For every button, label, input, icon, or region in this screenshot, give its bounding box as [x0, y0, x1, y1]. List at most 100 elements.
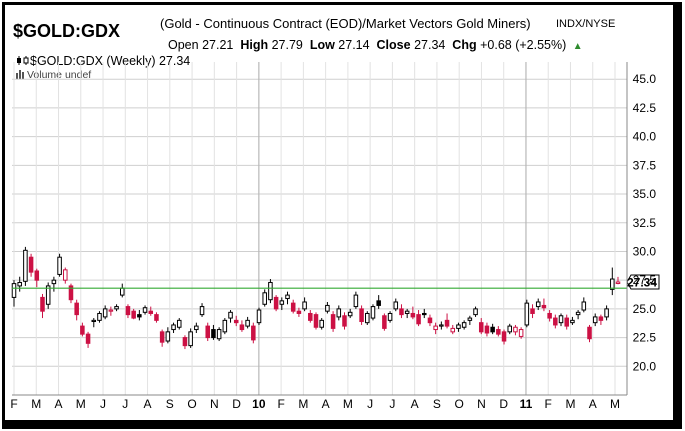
candle [501, 329, 507, 345]
candle-body [279, 300, 285, 305]
candle-body [404, 310, 410, 314]
change-label: Chg [452, 38, 477, 52]
y-tick-label: 30.0 [633, 244, 657, 258]
candle [370, 304, 376, 321]
candle-body [598, 316, 604, 321]
candle [171, 322, 176, 333]
candle [97, 311, 102, 323]
candle-body [68, 285, 74, 301]
x-tick-label: O [187, 397, 196, 411]
candle [570, 316, 575, 325]
candle [68, 283, 74, 304]
high-value: 27.79 [271, 38, 303, 52]
candle [478, 318, 484, 335]
candle [518, 327, 524, 339]
y-tick-label: 20.0 [633, 359, 657, 373]
x-tick-label: A [144, 397, 152, 411]
candle [285, 291, 290, 305]
x-tick-label: O [455, 397, 464, 411]
x-tick-label: M [76, 397, 86, 411]
y-tick-label: 40.0 [633, 130, 657, 144]
candle-body [239, 324, 245, 331]
candle-body [11, 283, 17, 298]
candle-body [51, 279, 57, 285]
exchange-label: INDX/NYSE [556, 18, 616, 30]
candle-body [74, 302, 79, 316]
candle-body [108, 309, 114, 312]
low-label: Low [309, 38, 335, 52]
candle [558, 313, 564, 327]
candle-body [119, 287, 125, 296]
candle-body [416, 314, 421, 325]
x-tick-label: J [367, 397, 373, 411]
candle-body [444, 319, 450, 327]
candle [17, 276, 22, 292]
candle [359, 305, 364, 325]
candle-body [610, 278, 615, 290]
candle [439, 321, 444, 330]
candle-body [570, 319, 575, 324]
candle [137, 310, 142, 321]
candle [376, 295, 381, 309]
candle [575, 310, 581, 320]
candle [393, 298, 399, 312]
candle [34, 268, 40, 288]
candle [473, 306, 478, 317]
candle [490, 323, 495, 335]
candle [399, 304, 404, 319]
candle [450, 324, 456, 335]
x-tick-label: N [210, 397, 219, 411]
candle-body [473, 308, 478, 316]
candle [524, 299, 530, 328]
candle [188, 328, 193, 348]
candle-body [233, 319, 239, 324]
candle [604, 305, 609, 321]
y-tick-label: 37.5 [633, 158, 657, 172]
candle-body [490, 326, 495, 333]
candle-body [325, 304, 330, 312]
x-tick-label: M [31, 397, 41, 411]
candle-body [439, 324, 444, 327]
candle-body [558, 315, 564, 324]
candle-body [222, 319, 228, 333]
candle-body [484, 325, 490, 334]
candle-body [199, 306, 205, 316]
candle-body [513, 326, 518, 333]
candle [211, 324, 216, 340]
candle-body [205, 325, 211, 339]
candle [461, 320, 467, 330]
axes: 45.0 42.5 40.0 37.5 35.0 32.5 30.0 27.5 25.0 22.5… [10, 62, 656, 411]
candlestick-legend-icon [17, 56, 29, 65]
candle-body [399, 308, 404, 316]
x-tick-label: M [298, 397, 308, 411]
gridlines [12, 62, 627, 395]
candle [513, 324, 518, 336]
candle [45, 282, 51, 309]
candle [279, 297, 285, 311]
x-tick-label: M [343, 397, 353, 411]
candle [467, 315, 473, 325]
candle-body [165, 331, 171, 342]
candle-body [382, 315, 387, 329]
price-overlays: 27.34 [12, 274, 660, 290]
candle-body [507, 325, 513, 333]
candle-body [365, 312, 370, 324]
candle [199, 303, 205, 317]
candle [142, 305, 148, 315]
candle [85, 331, 91, 348]
candle [176, 318, 182, 330]
candle-body [142, 307, 148, 313]
candle-body [524, 302, 530, 326]
y-tick-label: 25.0 [633, 302, 657, 316]
candle-body [387, 312, 393, 321]
candle [598, 314, 604, 325]
change-value: +0.68 (+2.55%) [480, 38, 567, 52]
candles [11, 246, 621, 350]
candle [553, 314, 558, 329]
x-tick-label: F [10, 397, 17, 411]
candle-body [268, 281, 273, 301]
candle-body [427, 317, 433, 324]
candle-body [376, 300, 381, 306]
candle [273, 295, 279, 312]
candle [51, 276, 57, 292]
